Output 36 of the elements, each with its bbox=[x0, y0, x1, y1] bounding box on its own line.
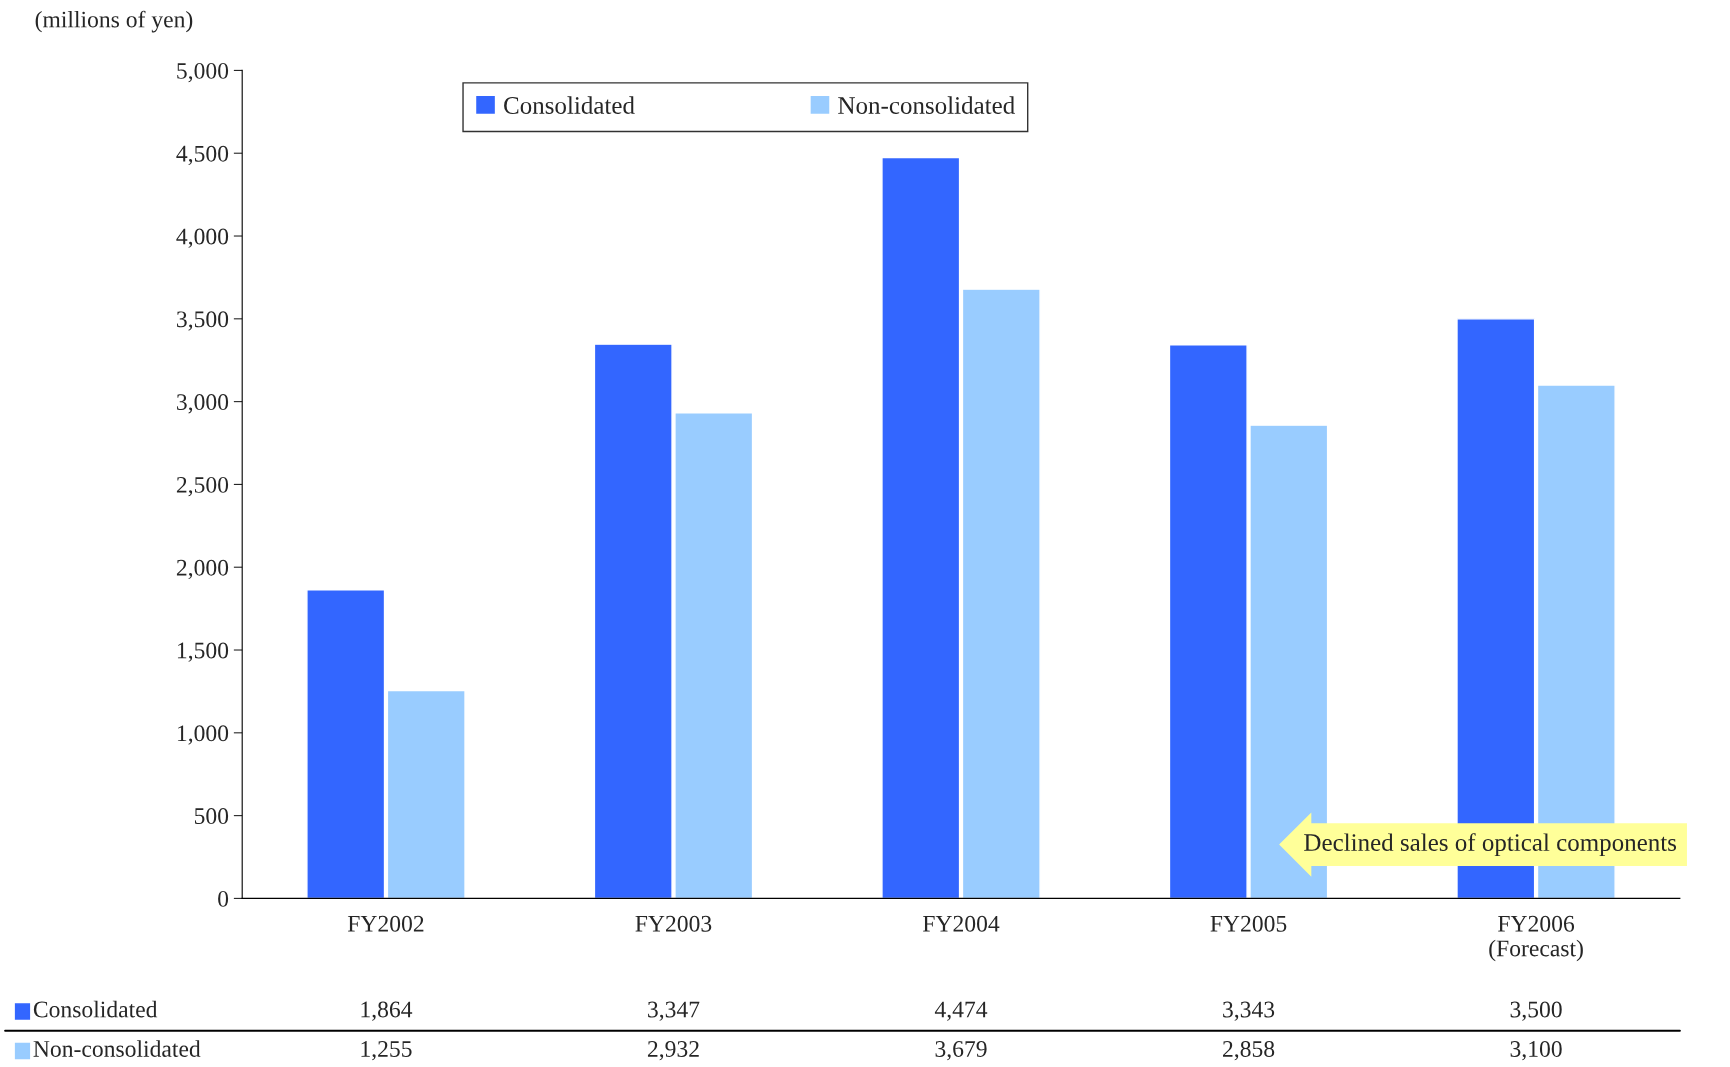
y-tick-label: 1,500 bbox=[177, 642, 229, 662]
x-tick-label: FY2004 bbox=[922, 915, 1000, 932]
y-tick-label: 4,000 bbox=[176, 228, 229, 248]
bar bbox=[386, 689, 466, 899]
y-tick-label: 500 bbox=[194, 808, 229, 825]
data-label: 4,474 bbox=[934, 1001, 988, 1021]
data-label: 3,347 bbox=[648, 1001, 700, 1021]
y-tick-label: 5,000 bbox=[177, 62, 229, 83]
data-label: 3,100 bbox=[1510, 1040, 1562, 1061]
y-tick-label: 2,500 bbox=[176, 476, 229, 497]
x-tick-label: FY2002 bbox=[347, 915, 424, 932]
text: Consolidated bbox=[33, 1000, 158, 1018]
data-label: 3,679 bbox=[935, 1041, 987, 1061]
text: Non-consolidated bbox=[33, 1040, 201, 1057]
data-label: 3,343 bbox=[1223, 1001, 1275, 1021]
data-label: 3,500 bbox=[1510, 1001, 1562, 1021]
legend-label: Non-consolidated bbox=[838, 96, 1015, 114]
x-tick-label: FY2006 (Forecast) bbox=[1489, 915, 1583, 962]
data-label: 2,932 bbox=[647, 1041, 699, 1061]
data-label: 1,255 bbox=[361, 1041, 412, 1061]
data-label: 2,858 bbox=[1223, 1040, 1275, 1061]
bar bbox=[306, 589, 386, 899]
y-tick-label: 1,000 bbox=[177, 725, 229, 745]
y-tick-label: 4,500 bbox=[176, 145, 229, 166]
y-tick-label: 2,000 bbox=[176, 559, 229, 580]
x-tick-label: FY2003 bbox=[635, 915, 712, 932]
legend-label: Consolidated bbox=[504, 96, 635, 114]
y-tick-label: 3,000 bbox=[177, 394, 229, 414]
y-tick-label: 3,500 bbox=[177, 311, 229, 331]
bar bbox=[881, 156, 961, 899]
bar bbox=[961, 288, 1041, 899]
y-tick-label: 0 bbox=[218, 890, 229, 907]
x-tick-label: FY2005 bbox=[1210, 915, 1287, 932]
y-axis-title: (millions of yen) bbox=[35, 10, 193, 33]
data-label: 1,864 bbox=[361, 1001, 413, 1021]
annotation: Declined sales of optical components bbox=[1304, 833, 1677, 857]
